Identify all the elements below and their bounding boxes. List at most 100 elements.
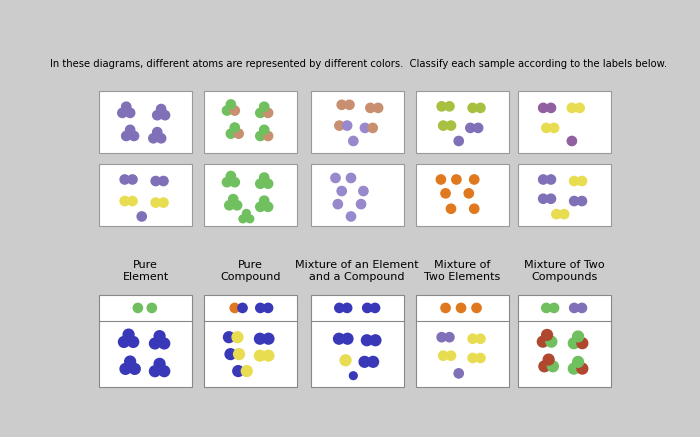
Text: Mixture of Two
Compounds: Mixture of Two Compounds — [524, 260, 604, 282]
Circle shape — [120, 175, 130, 184]
Circle shape — [466, 123, 475, 132]
Circle shape — [360, 123, 370, 132]
Circle shape — [468, 334, 477, 343]
Circle shape — [246, 215, 253, 223]
Circle shape — [331, 173, 340, 183]
Circle shape — [263, 132, 273, 141]
Circle shape — [472, 303, 481, 312]
Circle shape — [470, 204, 479, 213]
FancyBboxPatch shape — [204, 164, 297, 225]
Circle shape — [342, 121, 352, 130]
Circle shape — [225, 349, 236, 360]
Circle shape — [567, 103, 577, 112]
Circle shape — [473, 123, 483, 132]
Circle shape — [538, 103, 548, 112]
Circle shape — [228, 194, 238, 204]
Circle shape — [342, 303, 352, 312]
Circle shape — [153, 111, 162, 120]
Circle shape — [340, 355, 351, 366]
Circle shape — [345, 100, 354, 109]
Circle shape — [577, 338, 588, 349]
Circle shape — [578, 177, 587, 186]
Circle shape — [150, 338, 160, 349]
Circle shape — [578, 303, 587, 312]
Circle shape — [242, 209, 251, 217]
Circle shape — [334, 333, 344, 344]
Circle shape — [570, 196, 579, 206]
Circle shape — [374, 103, 383, 112]
Circle shape — [444, 333, 454, 342]
FancyBboxPatch shape — [204, 91, 297, 153]
Circle shape — [550, 303, 559, 312]
Circle shape — [223, 177, 232, 187]
Circle shape — [234, 129, 244, 138]
Circle shape — [225, 201, 234, 210]
FancyBboxPatch shape — [517, 295, 610, 387]
Circle shape — [368, 123, 377, 132]
Circle shape — [148, 134, 158, 143]
Circle shape — [223, 106, 232, 115]
Circle shape — [256, 132, 265, 141]
Circle shape — [570, 177, 579, 186]
Circle shape — [476, 103, 485, 112]
Circle shape — [368, 357, 379, 367]
Circle shape — [123, 329, 134, 340]
Circle shape — [128, 336, 139, 347]
Circle shape — [476, 354, 485, 363]
Circle shape — [365, 103, 375, 112]
Circle shape — [346, 173, 356, 183]
FancyBboxPatch shape — [416, 295, 509, 387]
Circle shape — [543, 354, 554, 365]
Circle shape — [120, 364, 131, 375]
Circle shape — [337, 100, 346, 109]
Circle shape — [260, 102, 269, 111]
Circle shape — [570, 303, 579, 312]
Circle shape — [151, 177, 160, 186]
Circle shape — [130, 364, 140, 375]
Circle shape — [447, 121, 456, 130]
Circle shape — [538, 175, 548, 184]
Circle shape — [125, 125, 135, 135]
Text: Pure
Element: Pure Element — [122, 260, 169, 282]
Circle shape — [547, 361, 559, 372]
Circle shape — [546, 336, 556, 347]
Circle shape — [239, 215, 247, 223]
Circle shape — [230, 177, 239, 187]
Circle shape — [255, 350, 265, 361]
Circle shape — [125, 356, 136, 367]
Circle shape — [160, 111, 169, 120]
FancyBboxPatch shape — [204, 295, 297, 387]
FancyBboxPatch shape — [311, 295, 404, 387]
Circle shape — [230, 106, 239, 115]
Circle shape — [118, 108, 127, 118]
FancyBboxPatch shape — [517, 91, 610, 153]
Circle shape — [159, 366, 169, 377]
Circle shape — [263, 350, 274, 361]
Circle shape — [159, 177, 168, 186]
Circle shape — [370, 303, 379, 312]
Circle shape — [567, 136, 577, 146]
Circle shape — [238, 303, 247, 312]
Circle shape — [575, 103, 584, 112]
Circle shape — [346, 212, 356, 221]
Circle shape — [241, 366, 252, 376]
Circle shape — [454, 369, 463, 378]
Circle shape — [118, 336, 130, 347]
Circle shape — [151, 198, 160, 207]
FancyBboxPatch shape — [99, 91, 192, 153]
Circle shape — [128, 175, 137, 184]
Circle shape — [223, 332, 235, 343]
Circle shape — [125, 108, 135, 118]
Circle shape — [464, 189, 473, 198]
Circle shape — [337, 187, 346, 196]
Circle shape — [335, 121, 344, 130]
Circle shape — [452, 175, 461, 184]
FancyBboxPatch shape — [99, 164, 192, 225]
Circle shape — [263, 108, 273, 118]
Circle shape — [226, 171, 235, 180]
Circle shape — [439, 121, 448, 130]
Circle shape — [256, 108, 265, 118]
Circle shape — [441, 189, 450, 198]
Circle shape — [256, 179, 265, 188]
Circle shape — [263, 179, 273, 188]
